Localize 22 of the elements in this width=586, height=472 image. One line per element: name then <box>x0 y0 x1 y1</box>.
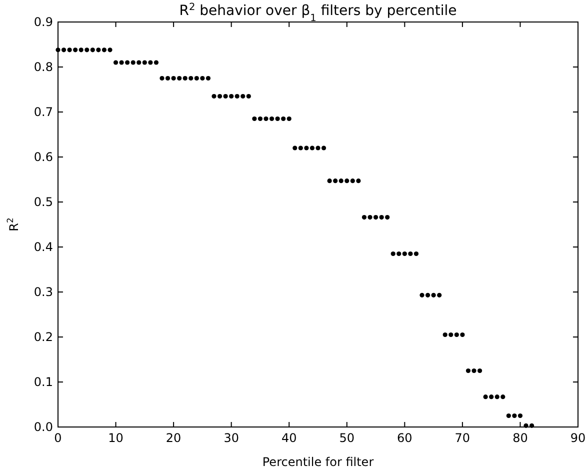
x-tick-label: 10 <box>108 431 124 445</box>
x-tick-label: 20 <box>166 431 182 445</box>
x-tick-label: 60 <box>397 431 412 445</box>
y-tick-label: 0.3 <box>34 285 53 299</box>
y-tick-label: 0.5 <box>34 195 53 209</box>
y-tick-label: 0.6 <box>34 150 53 164</box>
x-tick-label: 80 <box>512 431 528 445</box>
chart-title: R$^{2}$ behavior over β$_{1}$ filters by percentile <box>179 2 457 24</box>
x-axis-title: Percentile for filter <box>262 455 374 469</box>
y-tick-label: 0.7 <box>34 105 53 119</box>
x-tick-label: 30 <box>224 431 239 445</box>
y-tick-label: 0.1 <box>34 375 53 389</box>
y-tick-label: 0.8 <box>34 60 53 74</box>
x-tick-label: 50 <box>339 431 355 445</box>
y-tick-label: 0.0 <box>34 420 53 434</box>
x-tick-label: 0 <box>54 431 62 445</box>
x-tick-label: 90 <box>570 431 586 445</box>
x-tick-label: 40 <box>281 431 297 445</box>
y-tick-label: 0.2 <box>34 330 53 344</box>
x-tick-label: 70 <box>454 431 470 445</box>
y-tick-label: 0.9 <box>34 15 53 29</box>
y-tick-label: 0.4 <box>34 240 53 254</box>
